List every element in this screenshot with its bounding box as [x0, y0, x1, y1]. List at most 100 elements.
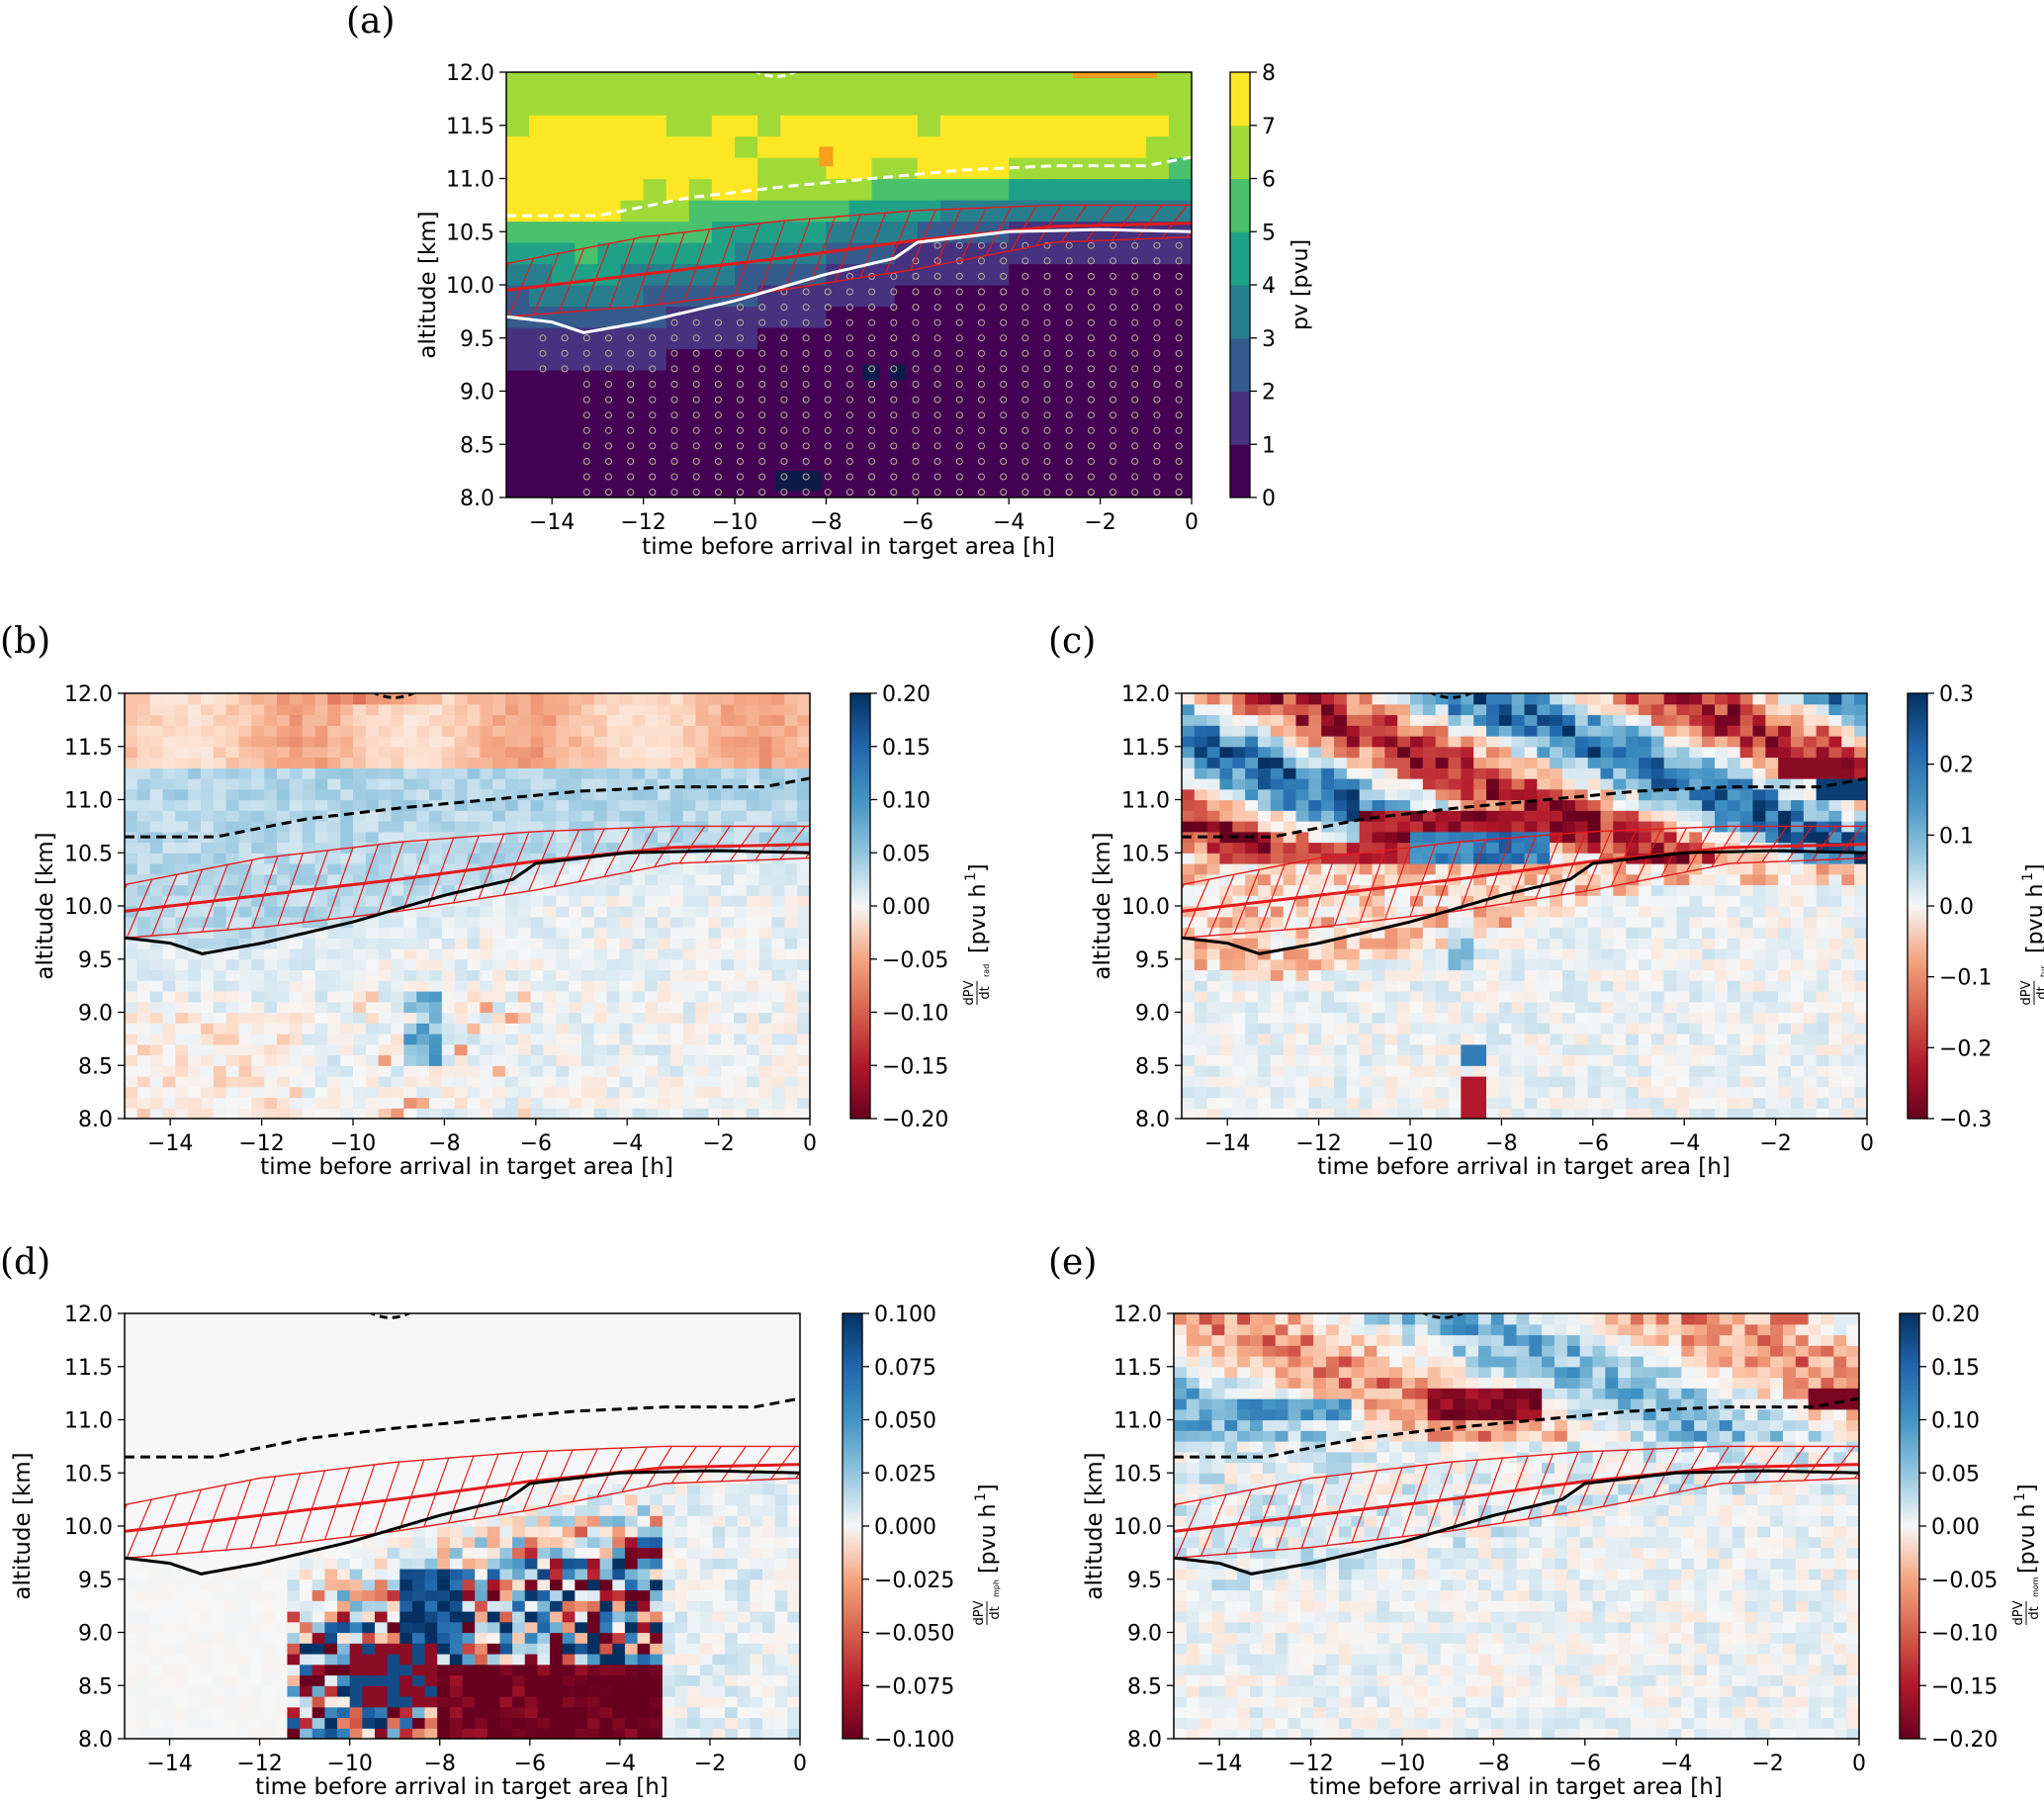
heatmap-cell — [416, 693, 430, 705]
heatmap-cell — [1410, 842, 1424, 854]
heatmap-cell — [1100, 455, 1124, 478]
stipple-marker — [692, 458, 700, 465]
heatmap-cell — [780, 135, 804, 158]
heatmap-cell — [403, 767, 417, 779]
heatmap-cell — [492, 788, 506, 801]
heatmap-cell — [1486, 831, 1500, 844]
heatmap-cell — [467, 1097, 481, 1109]
heatmap-cell — [1182, 895, 1196, 907]
heatmap-cell — [758, 1054, 773, 1066]
heatmap-cell — [1613, 821, 1627, 833]
heatmap-cell — [480, 703, 493, 716]
heatmap-cell — [353, 693, 367, 705]
heatmap-cell — [1283, 1097, 1297, 1109]
heatmap-cell — [327, 906, 341, 918]
heatmap-cell — [175, 980, 189, 992]
heatmap-cell — [314, 1034, 328, 1045]
heatmap-cell — [1435, 969, 1450, 981]
heatmap-cell — [758, 895, 773, 907]
heatmap-cell — [632, 884, 646, 896]
heatmap-cell — [1613, 842, 1627, 854]
heatmap-cell — [1308, 884, 1322, 896]
heatmap-cell — [1650, 821, 1665, 833]
heatmap-cell — [188, 1054, 202, 1066]
heatmap-cell — [1550, 1086, 1563, 1099]
heatmap-cell — [1422, 1108, 1437, 1119]
heatmap-cell — [149, 1086, 164, 1099]
heatmap-cell — [771, 916, 785, 929]
heatmap-cell — [378, 1034, 393, 1045]
heatmap-cell — [1372, 938, 1385, 949]
heatmap-cell — [391, 725, 404, 737]
heatmap-cell — [1473, 1076, 1487, 1088]
heatmap-cell — [917, 135, 941, 158]
heatmap-cell — [581, 714, 595, 726]
stipple-marker — [1175, 473, 1183, 481]
heatmap-cell — [1283, 778, 1297, 790]
heatmap-cell — [1009, 157, 1032, 180]
heatmap-cell — [1206, 884, 1221, 896]
stipple-marker — [824, 304, 832, 312]
heatmap-cell — [1397, 831, 1411, 844]
heatmap-cell — [1245, 693, 1259, 705]
colorbar-tick-label: −0.05 — [882, 948, 948, 973]
heatmap-cell — [1219, 1086, 1233, 1099]
heatmap-cell — [149, 757, 164, 768]
heatmap-cell — [556, 1001, 570, 1014]
heatmap-cell — [1219, 958, 1233, 971]
heatmap-cell — [1219, 895, 1233, 907]
heatmap-cell — [758, 810, 773, 822]
heatmap-cell — [391, 927, 404, 939]
stipple-marker — [1175, 381, 1183, 388]
heatmap-cell — [277, 842, 291, 854]
heatmap-cell — [682, 757, 697, 768]
stipple-marker — [933, 318, 941, 326]
heatmap-cell — [403, 906, 417, 918]
heatmap-cell — [441, 1108, 456, 1119]
heatmap-cell — [264, 980, 278, 992]
stipple-marker — [780, 318, 788, 326]
heatmap-cell — [695, 799, 709, 811]
heatmap-cell — [695, 1065, 709, 1077]
stipple-marker — [1110, 318, 1116, 326]
heatmap-cell — [1270, 821, 1285, 833]
heatmap-cell — [1410, 714, 1424, 726]
heatmap-cell — [1397, 746, 1411, 759]
heatmap-cell — [302, 799, 316, 811]
heatmap-cell — [543, 1108, 557, 1119]
heatmap-cell — [1334, 714, 1348, 726]
heatmap-cell — [365, 916, 380, 929]
heatmap-cell — [1663, 703, 1678, 716]
heatmap-cell — [1524, 714, 1538, 726]
heatmap-cell — [238, 938, 252, 949]
heatmap-cell — [1295, 1034, 1309, 1045]
stipple-marker — [1175, 349, 1183, 357]
heatmap-cell — [302, 969, 316, 981]
heatmap-cell — [771, 714, 785, 726]
heatmap-cell — [1562, 778, 1576, 790]
heatmap-cell — [441, 969, 456, 981]
heatmap-cell — [708, 714, 722, 726]
heatmap-cell — [1397, 948, 1411, 960]
heatmap-cell — [1537, 948, 1551, 960]
heatmap-cell — [1448, 746, 1462, 759]
heatmap-cell — [1410, 948, 1424, 960]
heatmap-cell — [1194, 725, 1208, 737]
heatmap-cell — [939, 412, 964, 435]
heatmap-cell — [1537, 693, 1551, 705]
heatmap-cell — [302, 842, 316, 854]
stipple-marker — [582, 381, 590, 388]
stipple-marker — [605, 489, 612, 496]
heatmap-cell — [597, 476, 622, 497]
heatmap-cell — [619, 853, 633, 864]
heatmap-cell — [682, 714, 697, 726]
heatmap-cell — [251, 725, 265, 737]
stipple-marker — [692, 334, 700, 342]
heatmap-cell — [1384, 1076, 1398, 1088]
heatmap-cell — [1676, 895, 1690, 907]
heatmap-cell — [1372, 1023, 1385, 1035]
heatmap-cell — [606, 1034, 621, 1045]
heatmap-cell — [125, 1108, 138, 1119]
heatmap-cell — [1232, 746, 1246, 759]
heatmap-cell — [162, 906, 176, 918]
